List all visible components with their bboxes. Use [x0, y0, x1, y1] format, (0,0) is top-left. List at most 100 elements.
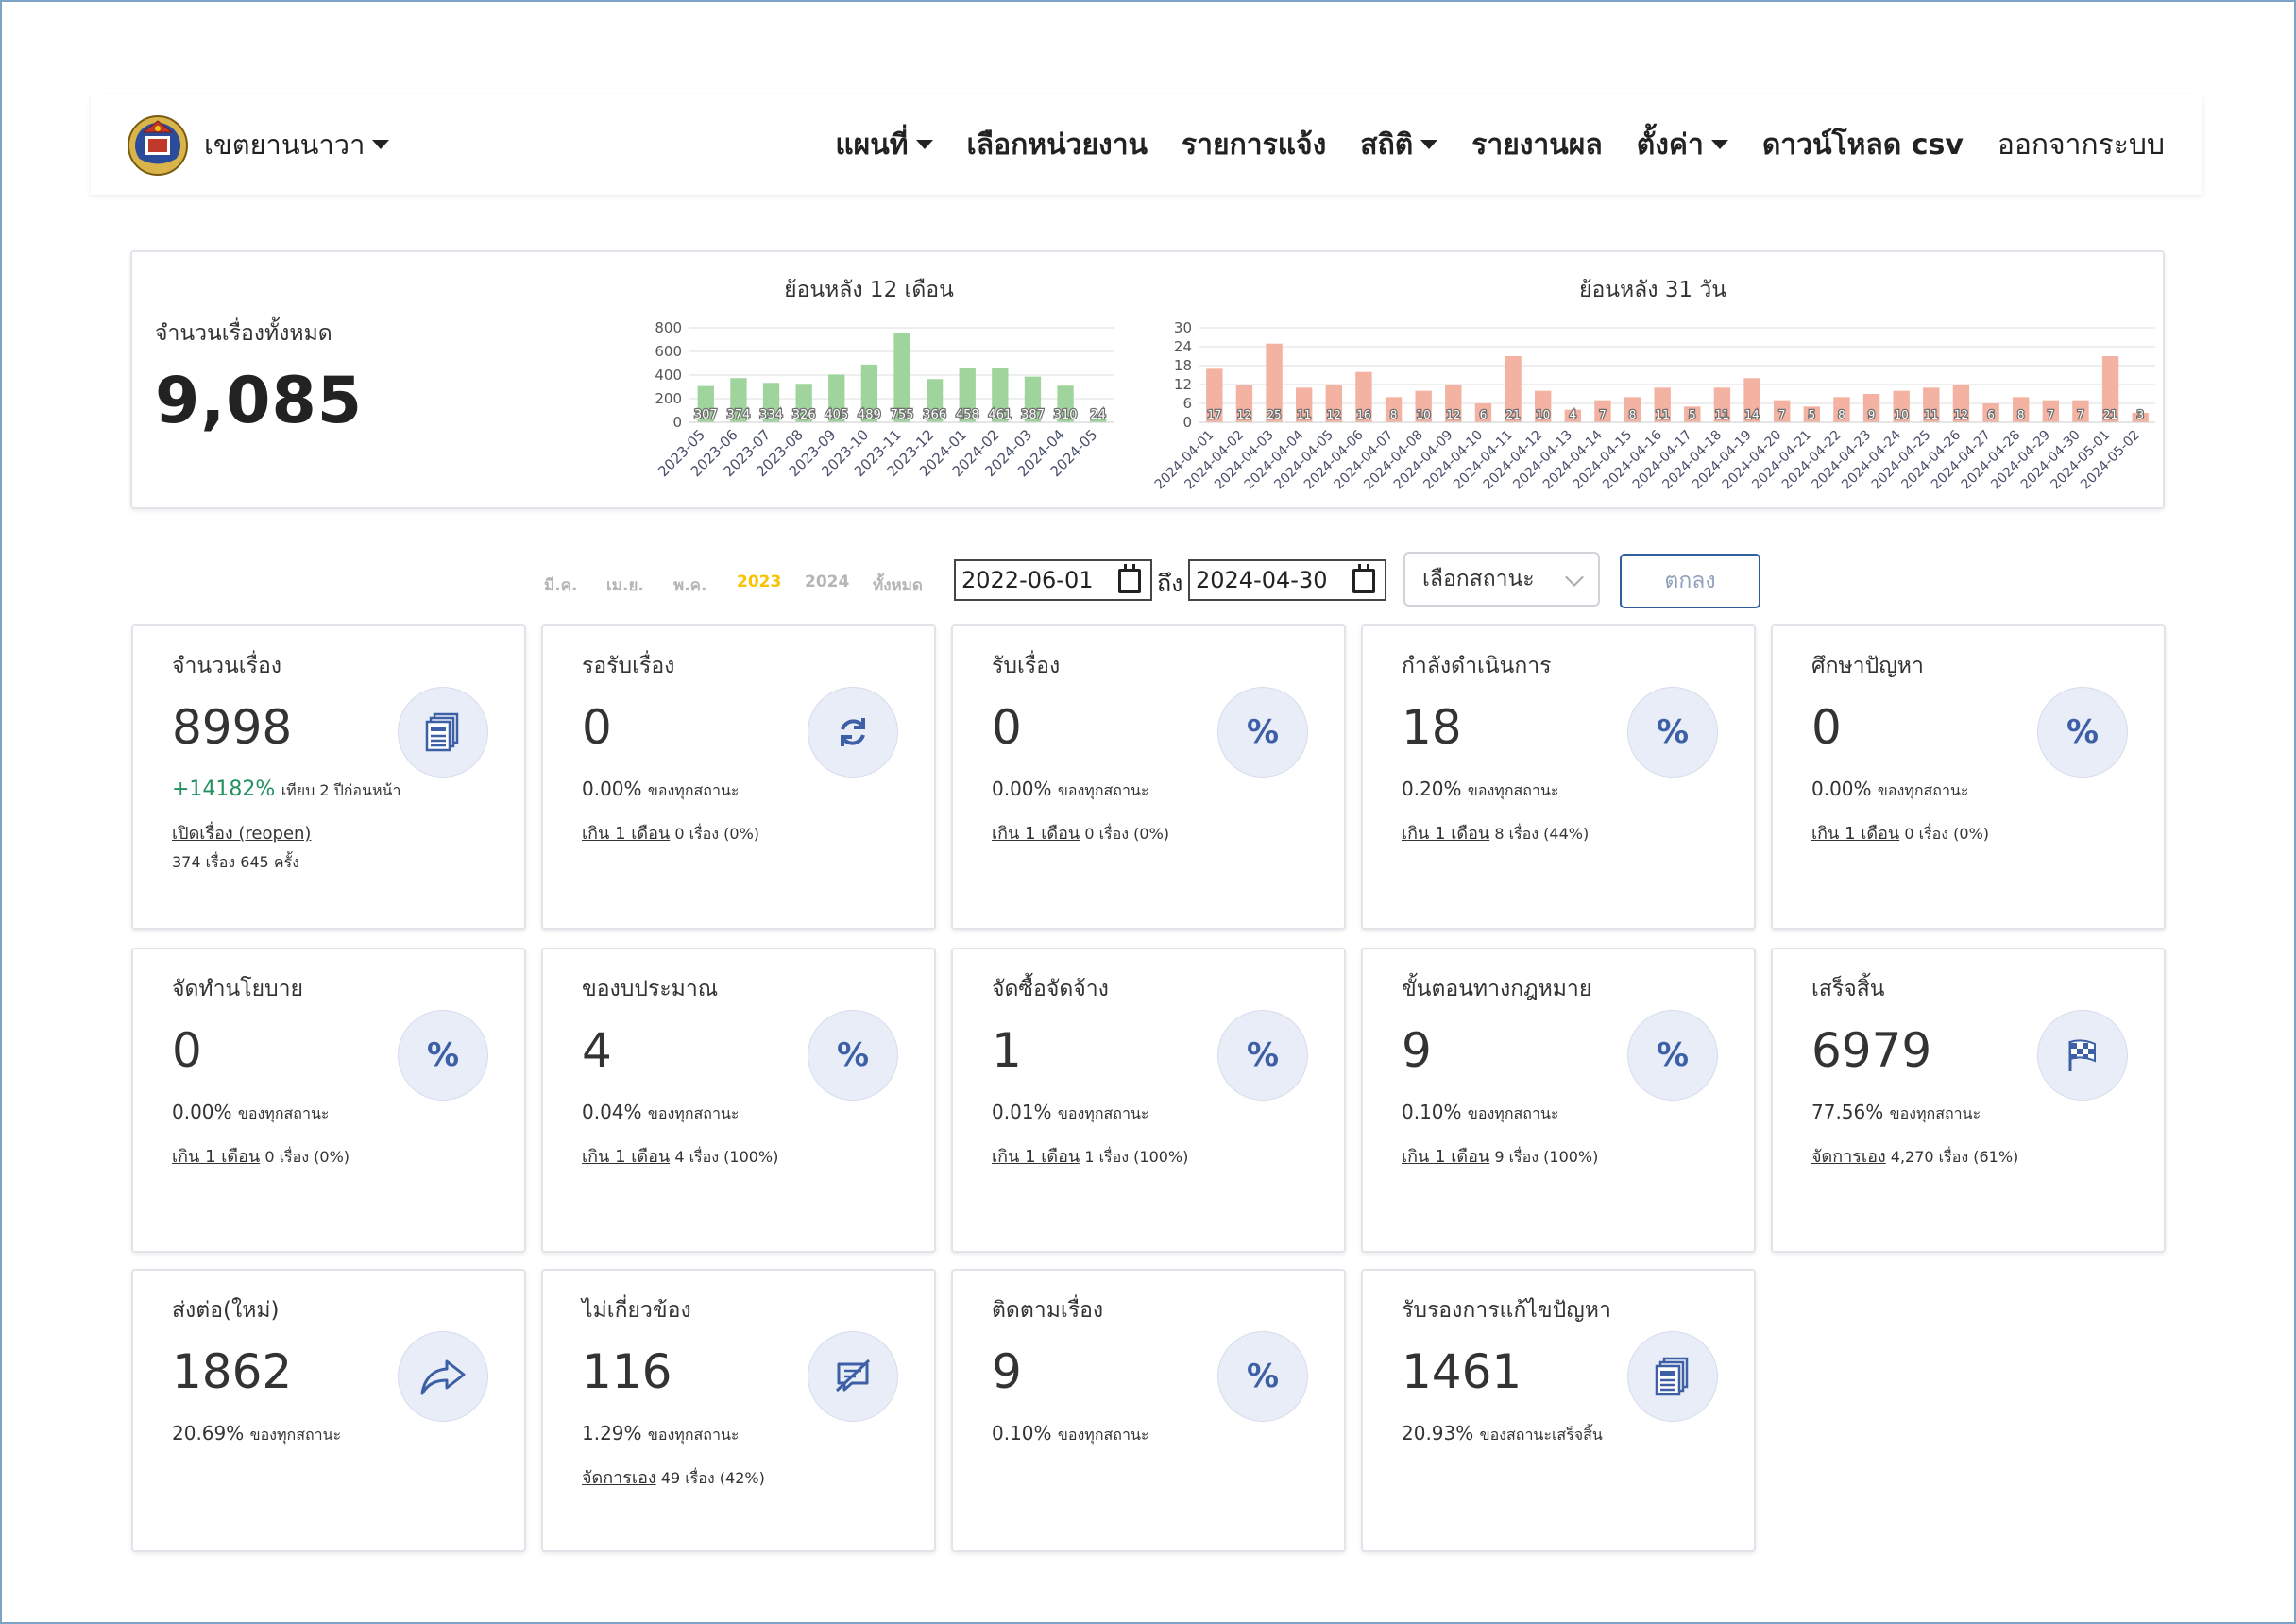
card-detail-link[interactable]: เกิน 1 เดือน — [582, 1147, 671, 1167]
card-percent-label: ของทุกสถานะ — [1877, 781, 1969, 799]
card-percentage: 0.00% ของทุกสถานะ — [992, 778, 1148, 803]
refresh-icon[interactable] — [808, 687, 898, 778]
bar — [926, 379, 944, 422]
card-detail-link[interactable]: เกิน 1 เดือน — [992, 824, 1080, 844]
nav-settings[interactable]: ตั้งค่า — [1637, 123, 1728, 167]
bar — [1743, 378, 1760, 422]
y-tick-label: 0 — [1182, 414, 1192, 431]
bar — [860, 364, 878, 422]
bar-value-label: 5 — [1689, 408, 1696, 421]
bar — [762, 383, 780, 422]
nav-logout[interactable]: ออกจากระบบ — [1998, 123, 2165, 167]
checkered-flag-icon[interactable] — [2037, 1010, 2128, 1101]
card-title: รับเรื่อง — [992, 654, 1061, 678]
nav-statistics[interactable]: สถิติ — [1360, 123, 1438, 167]
bar — [1624, 397, 1641, 422]
bar — [1355, 371, 1372, 422]
date-from-input[interactable]: 2022-06-01 — [954, 559, 1152, 601]
card-percentage: 0.01% ของทุกสถานะ — [992, 1101, 1148, 1126]
card-detail-link[interactable]: เกิน 1 เดือน — [992, 1147, 1080, 1167]
main-nav: แผนที่ เลือกหน่วยงาน รายการแจ้ง สถิติ รา… — [835, 94, 2165, 195]
bar — [1415, 390, 1432, 422]
bar-value-label: 16 — [1356, 408, 1370, 421]
card-detail-link[interactable]: เกิน 1 เดือน — [1402, 1147, 1490, 1167]
bar-value-label: 405 — [825, 408, 848, 422]
calendar-icon[interactable] — [1352, 564, 1375, 593]
card-detail-link[interactable]: จัดการเอง — [582, 1468, 656, 1488]
card-detail-link[interactable]: จัดการเอง — [1811, 1147, 1886, 1167]
card-value: 1862 — [172, 1344, 293, 1399]
filter-tab-may[interactable]: พ.ค. — [673, 576, 707, 595]
date-to-input[interactable]: 2024-04-30 — [1188, 559, 1386, 601]
bar — [1684, 406, 1701, 422]
card-detail-link[interactable]: เปิดเรื่อง (reopen) — [172, 824, 312, 844]
filter-bar: มี.ค. เม.ย. พ.ค. 2023 2024 ทั้งหมด 2022-… — [0, 550, 2296, 612]
filter-tab-mar[interactable]: มี.ค. — [544, 576, 578, 595]
comment-slash-icon[interactable] — [808, 1331, 898, 1422]
bar-value-label: 326 — [792, 408, 816, 422]
percent-icon[interactable]: % — [1217, 687, 1308, 778]
bar-value-label: 374 — [727, 408, 751, 422]
status-card: ขั้นตอนทางกฎหมาย 9% 0.10% ของทุกสถานะ เกิน … — [1361, 948, 1756, 1253]
percent-icon[interactable]: % — [2037, 687, 2128, 778]
bar — [1862, 394, 1880, 422]
y-tick-label: 0 — [672, 414, 682, 431]
bar-value-label: 11 — [1715, 408, 1729, 421]
percent-icon[interactable]: % — [1627, 1010, 1718, 1101]
documents-icon[interactable] — [398, 687, 488, 778]
card-percent-value: 0.20% — [1402, 778, 1462, 800]
card-percent-value: 0.10% — [1402, 1101, 1462, 1123]
bar-value-label: 11 — [1656, 408, 1670, 421]
card-detail-link[interactable]: เกิน 1 เดือน — [1402, 824, 1490, 844]
forward-share-icon[interactable] — [398, 1331, 488, 1422]
calendar-icon[interactable] — [1118, 564, 1141, 593]
card-title: จัดซื้อจัดจ้าง — [992, 977, 1109, 1001]
y-tick-label: 200 — [655, 390, 682, 407]
submit-button[interactable]: ตกลง — [1620, 554, 1760, 608]
percent-icon[interactable]: % — [1217, 1331, 1308, 1422]
status-card: ศึกษาปัญหา 0% 0.00% ของทุกสถานะ เกิน 1 เดือ… — [1771, 624, 2166, 930]
percent-icon[interactable]: % — [808, 1010, 898, 1101]
nav-download-csv[interactable]: ดาวน์โหลด csv — [1762, 123, 1964, 167]
bar — [828, 374, 845, 422]
bar — [1982, 403, 1999, 422]
card-detail: เกิน 1 เดือน 8 เรื่อง (44%) — [1402, 819, 1589, 846]
top-navbar: เขตยานนาวา แผนที่ เลือกหน่วยงาน รายการแจ… — [91, 94, 2202, 195]
card-detail-link[interactable]: เกิน 1 เดือน — [172, 1147, 261, 1167]
documents-icon[interactable] — [1627, 1331, 1718, 1422]
card-value: 9 — [1402, 1023, 1432, 1078]
percent-icon[interactable]: % — [1217, 1010, 1308, 1101]
status-select[interactable]: เลือกสถานะ — [1403, 552, 1600, 607]
card-title: จัดทำนโยบาย — [172, 977, 304, 1001]
filter-tab-apr[interactable]: เม.ย. — [606, 576, 644, 595]
daily-chart-title: ย้อนหลัง 31 วัน — [1578, 278, 1727, 302]
brand-dropdown[interactable]: เขตยานนาวา — [125, 111, 390, 178]
nav-map[interactable]: แผนที่ — [835, 123, 933, 167]
bar — [1564, 409, 1582, 422]
filter-tab-2024[interactable]: 2024 — [805, 573, 850, 591]
percent-icon[interactable]: % — [398, 1010, 488, 1101]
card-detail-link[interactable]: เกิน 1 เดือน — [1811, 824, 1900, 844]
bar-value-label: 366 — [923, 408, 946, 422]
filter-tab-2023[interactable]: 2023 — [737, 573, 782, 591]
status-card: รอรับเรื่อง 0 0.00% ของทุกสถานะ เกิน 1 เดือ… — [541, 624, 936, 930]
bar-value-label: 6 — [1987, 408, 1995, 421]
status-card: กำลังดำเนินการ 18% 0.20% ของทุกสถานะ เกิน 1… — [1361, 624, 1756, 930]
card-title: รอรับเรื่อง — [582, 654, 675, 678]
summary-panel: จำนวนเรื่องทั้งหมด 9,085 ย้อนหลัง 12 เดื… — [130, 250, 2165, 509]
percent-icon[interactable]: % — [1627, 687, 1718, 778]
filter-tab-all[interactable]: ทั้งหมด — [873, 576, 923, 595]
bar — [1325, 385, 1343, 422]
card-detail-link[interactable]: เกิน 1 เดือน — [582, 824, 671, 844]
nav-map-label: แผนที่ — [835, 128, 909, 162]
nav-results-report[interactable]: รายงานผล — [1471, 123, 1603, 167]
card-percent-label: ของทุกสถานะ — [237, 1104, 330, 1122]
nav-select-agency[interactable]: เลือกหน่วยงาน — [967, 123, 1148, 167]
card-title: ศึกษาปัญหา — [1811, 654, 1924, 678]
nav-report-list[interactable]: รายการแจ้ง — [1182, 123, 1326, 167]
nav-select-agency-label: เลือกหน่วยงาน — [966, 128, 1148, 162]
bar — [1534, 390, 1552, 422]
bar-value-label: 9 — [1868, 408, 1876, 421]
bar — [2042, 400, 2060, 422]
card-percentage: 77.56% ของทุกสถานะ — [1811, 1101, 1981, 1126]
